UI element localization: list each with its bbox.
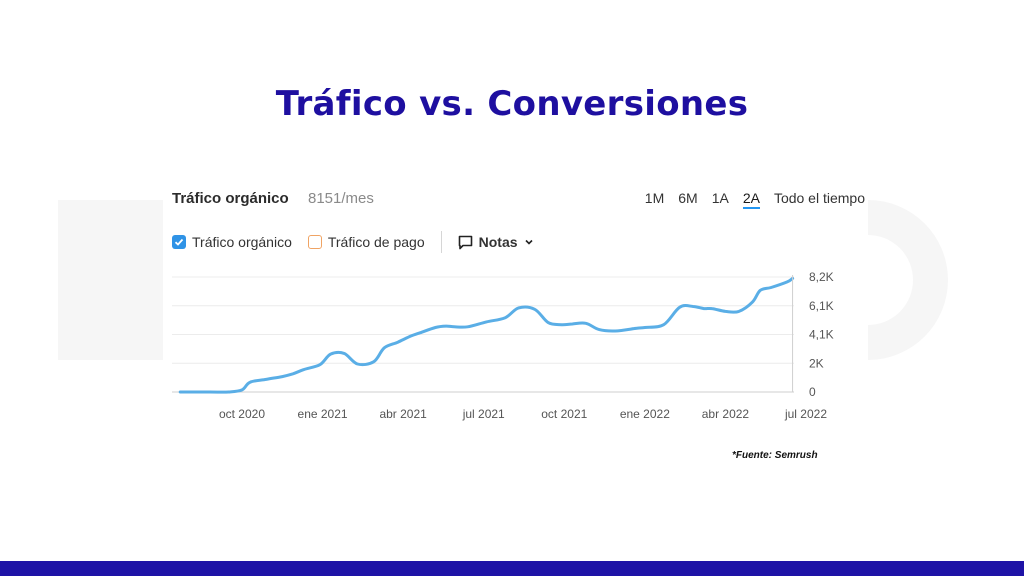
card-title: Tráfico orgánico [172, 190, 289, 207]
y-tick-label: 6,1K [809, 299, 834, 313]
x-tick-label: oct 2020 [219, 407, 265, 421]
x-tick-label: abr 2022 [702, 407, 750, 421]
notes-dropdown[interactable]: Notas [458, 234, 534, 250]
x-tick-label: ene 2021 [298, 407, 348, 421]
series-line-trafico-organico [178, 276, 795, 394]
y-tick-label: 4,1K [809, 328, 834, 342]
source-note: *Fuente: Semrush [732, 450, 818, 461]
range-1m[interactable]: 1M [644, 190, 665, 206]
x-tick-label: ene 2022 [620, 407, 670, 421]
range-all-time[interactable]: Todo el tiempo [773, 190, 865, 206]
comment-icon [458, 235, 472, 249]
monthly-traffic-value: 8151/mes [308, 190, 374, 207]
bottom-bar [0, 561, 1024, 576]
traffic-card: Tráfico orgánico 8151/mes 1M 6M 1A 2A To… [160, 175, 875, 435]
time-range-selector: 1M 6M 1A 2A Todo el tiempo [645, 190, 865, 209]
range-1a[interactable]: 1A [711, 190, 729, 206]
chart-legend: Tráfico orgánico Tráfico de pago Notas [172, 231, 534, 253]
notes-label: Notas [478, 234, 518, 250]
background-watermark [58, 200, 948, 360]
range-6m[interactable]: 6M [678, 190, 698, 206]
checkbox-checked-icon [172, 235, 186, 249]
legend-paid-toggle[interactable]: Tráfico de pago [307, 234, 425, 250]
y-tick-label: 2K [809, 356, 824, 370]
legend-organic-toggle[interactable]: Tráfico orgánico [172, 234, 292, 250]
chevron-down-icon [524, 239, 533, 245]
x-tick-label: jul 2022 [784, 407, 827, 421]
x-tick-label: abr 2021 [379, 407, 427, 421]
slide-title: Tráfico vs. Conversiones [275, 84, 749, 124]
legend-organic-label: Tráfico orgánico [192, 234, 292, 250]
legend-divider [440, 231, 442, 253]
y-tick-label: 8,2K [809, 270, 834, 284]
x-tick-label: oct 2021 [541, 407, 587, 421]
line-chart: 0 2K 4,1K 6,1K 8,2K oct 2020 ene 2021 abr 2021 j… [172, 270, 834, 421]
range-2a[interactable]: 2A [742, 190, 760, 209]
x-tick-label: jul 2021 [462, 407, 505, 421]
checkbox-unchecked-icon [307, 235, 322, 249]
y-tick-label: 0 [809, 385, 816, 399]
legend-paid-label: Tráfico de pago [327, 234, 425, 250]
